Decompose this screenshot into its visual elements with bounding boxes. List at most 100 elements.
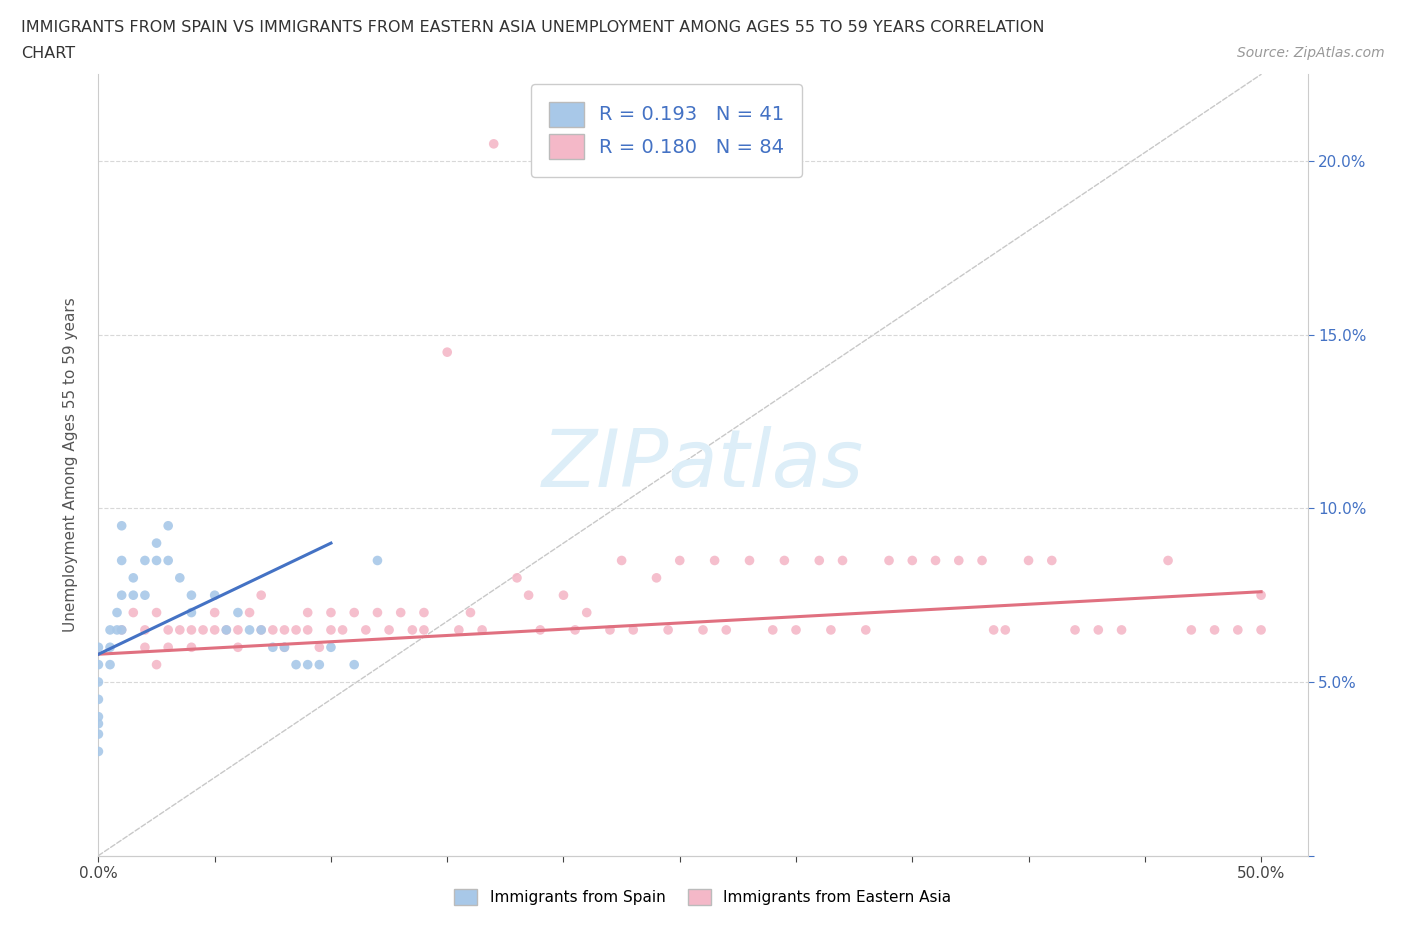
Point (122, 588, 145, 603)
Point (111, 622, 134, 637)
Point (297, 622, 319, 637)
Text: Source: ZipAtlas.com: Source: ZipAtlas.com (1237, 46, 1385, 60)
Point (343, 605, 366, 620)
Point (413, 622, 436, 637)
Point (657, 622, 679, 637)
Point (111, 588, 134, 603)
Y-axis label: Unemployment Among Ages 55 to 59 years: Unemployment Among Ages 55 to 59 years (63, 298, 77, 632)
Point (1226, 622, 1249, 637)
Point (1018, 553, 1040, 568)
Point (239, 622, 262, 637)
Point (273, 622, 295, 637)
Point (250, 588, 273, 603)
Point (87, 640, 110, 655)
Point (482, 137, 505, 152)
Point (134, 588, 156, 603)
Point (87, 744, 110, 759)
Point (901, 553, 924, 568)
Point (319, 605, 342, 620)
Point (215, 622, 238, 637)
Point (226, 605, 249, 620)
Point (378, 622, 401, 637)
Point (87, 692, 110, 707)
Point (105, 605, 128, 620)
Text: ZIPatlas: ZIPatlas (541, 426, 865, 504)
Point (87, 674, 110, 689)
Point (180, 640, 202, 655)
Point (668, 553, 690, 568)
Point (111, 518, 134, 533)
Point (413, 605, 436, 620)
Point (157, 622, 180, 637)
Point (1204, 622, 1226, 637)
Point (460, 605, 482, 620)
Point (948, 553, 970, 568)
Point (134, 622, 156, 637)
Point (105, 622, 128, 637)
Point (1157, 553, 1180, 568)
Point (599, 622, 621, 637)
Point (319, 622, 342, 637)
Point (87, 710, 110, 724)
Point (122, 570, 145, 585)
Point (111, 553, 134, 568)
Point (204, 588, 226, 603)
Point (994, 622, 1017, 637)
Point (1087, 622, 1109, 637)
Point (180, 588, 202, 603)
Point (134, 640, 156, 655)
Point (773, 553, 796, 568)
Point (366, 553, 388, 568)
Point (226, 640, 249, 655)
Point (621, 622, 644, 637)
Point (239, 605, 262, 620)
Point (145, 658, 167, 672)
Point (145, 553, 167, 568)
Point (98, 658, 121, 672)
Text: IMMIGRANTS FROM SPAIN VS IMMIGRANTS FROM EASTERN ASIA UNEMPLOYMENT AMONG AGES 55: IMMIGRANTS FROM SPAIN VS IMMIGRANTS FROM… (21, 20, 1045, 35)
Point (204, 622, 226, 637)
Point (983, 622, 1005, 637)
Point (401, 622, 423, 637)
Point (250, 622, 273, 637)
Point (517, 588, 540, 603)
Point (122, 605, 145, 620)
Point (762, 622, 785, 637)
Point (343, 658, 366, 672)
Point (297, 658, 319, 672)
Point (332, 622, 354, 637)
Point (226, 622, 249, 637)
Point (145, 536, 167, 551)
Point (297, 605, 319, 620)
Point (553, 588, 575, 603)
Point (169, 570, 191, 585)
Point (169, 622, 191, 637)
Point (191, 622, 214, 637)
Point (354, 622, 377, 637)
Point (273, 640, 295, 655)
Point (87, 658, 110, 672)
Point (157, 640, 180, 655)
Point (98, 640, 121, 655)
Legend: R = 0.193   N = 41, R = 0.180   N = 84: R = 0.193 N = 41, R = 0.180 N = 84 (531, 84, 801, 177)
Point (564, 622, 586, 637)
Point (262, 640, 284, 655)
Point (204, 605, 226, 620)
Point (506, 570, 529, 585)
Point (134, 553, 156, 568)
Point (1250, 588, 1272, 603)
Point (262, 622, 284, 637)
Point (471, 622, 494, 637)
Point (1180, 622, 1202, 637)
Point (87, 726, 110, 741)
Point (1111, 622, 1133, 637)
Point (1250, 622, 1272, 637)
Point (215, 622, 238, 637)
Point (157, 518, 180, 533)
Point (145, 605, 167, 620)
Point (308, 640, 330, 655)
Point (855, 622, 877, 637)
Point (877, 553, 900, 568)
Point (273, 640, 295, 655)
Point (285, 658, 308, 672)
